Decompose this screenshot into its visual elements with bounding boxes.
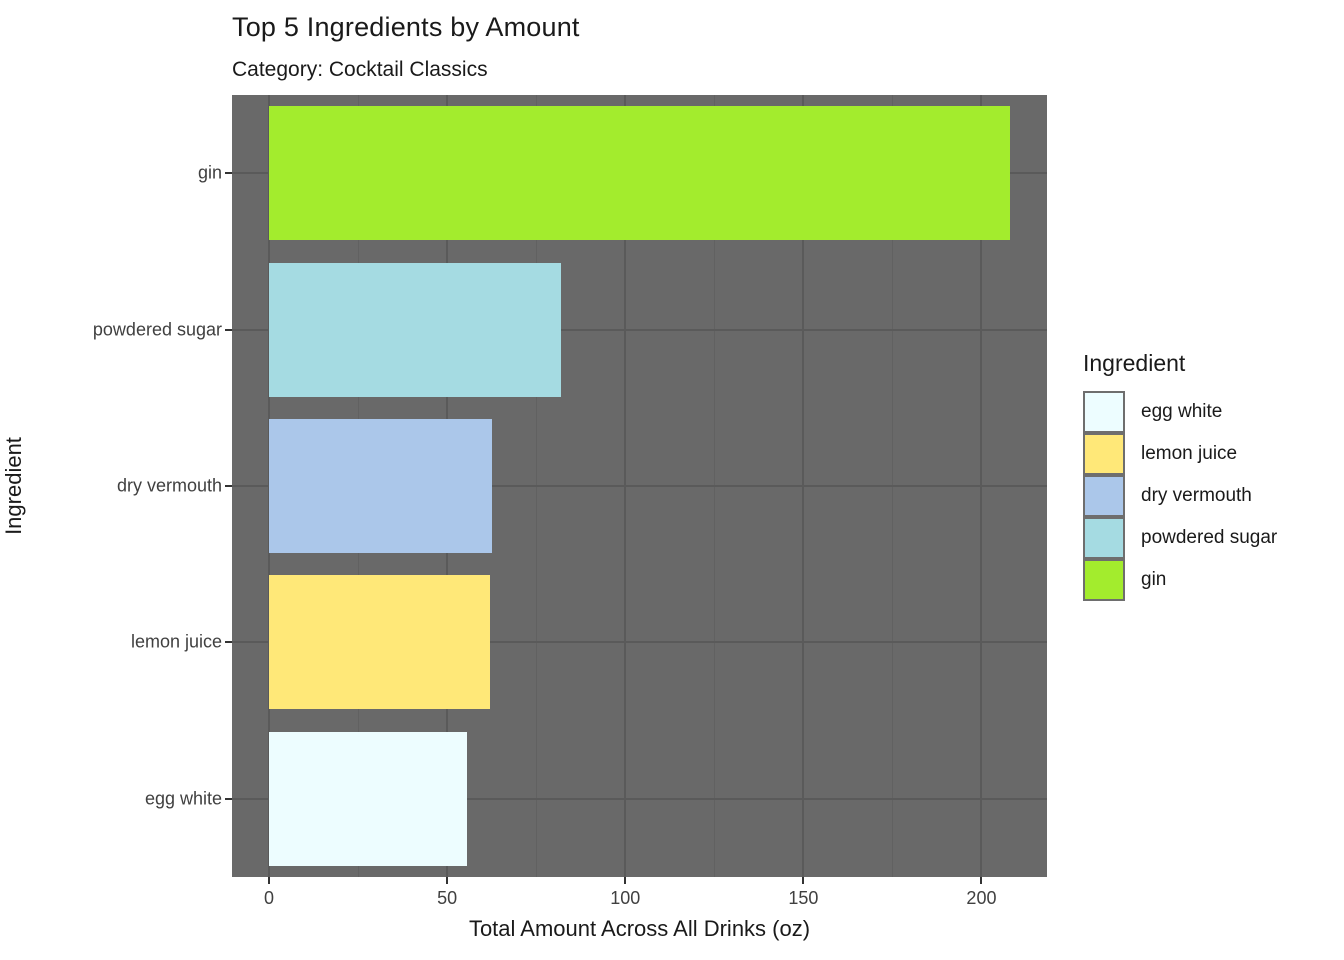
y-axis-tick-labels: gin powdered sugar dry vermouth lemon juice… bbox=[0, 95, 222, 877]
bar-powdered-sugar bbox=[269, 263, 562, 397]
gridline-major bbox=[232, 641, 1047, 643]
y-tick-mark bbox=[225, 798, 232, 800]
bar-egg-white bbox=[269, 732, 467, 866]
legend-title: Ingredient bbox=[1083, 350, 1186, 376]
legend-key-swatch bbox=[1083, 475, 1125, 517]
x-tick-label: 150 bbox=[788, 888, 819, 908]
y-tick-label: egg white bbox=[144, 788, 222, 809]
y-tick-label: dry vermouth bbox=[116, 475, 222, 496]
plot-panel bbox=[232, 95, 1047, 877]
legend-key-swatch bbox=[1083, 433, 1125, 475]
bar-gin bbox=[269, 106, 1010, 240]
y-axis-title: Ingredient bbox=[1, 437, 26, 535]
x-tick-label: 100 bbox=[610, 888, 641, 908]
x-tick-mark bbox=[802, 877, 804, 884]
x-tick-mark bbox=[446, 877, 448, 884]
x-axis-tick-labels: 0 50 100 150 200 bbox=[232, 888, 1047, 910]
bar-dry-vermouth bbox=[269, 419, 492, 553]
legend: Ingredient egg white lemon juice dry vermo… bbox=[1083, 350, 1277, 601]
y-tick-label: lemon juice bbox=[130, 631, 222, 652]
legend-label: lemon juice bbox=[1141, 443, 1238, 464]
x-axis-title: Total Amount Across All Drinks (oz) bbox=[468, 916, 811, 941]
y-tick-mark bbox=[225, 485, 232, 487]
legend-entry: powdered sugar bbox=[1083, 517, 1277, 559]
legend-entry: lemon juice bbox=[1083, 433, 1237, 475]
gridline-major bbox=[232, 329, 1047, 331]
legend-entry: gin bbox=[1083, 559, 1185, 601]
y-tick-label: gin bbox=[197, 162, 222, 183]
legend-entry: egg white bbox=[1083, 391, 1222, 433]
x-tick-label: 200 bbox=[966, 888, 997, 908]
legend-label: egg white bbox=[1141, 401, 1223, 422]
legend-label: gin bbox=[1141, 569, 1167, 590]
gridline-major bbox=[232, 485, 1047, 487]
legend-entries: egg white lemon juice dry vermouth powdered… bbox=[1083, 391, 1277, 601]
legend-key-swatch bbox=[1083, 391, 1125, 433]
chart-title: Top 5 Ingredients by Amount bbox=[232, 12, 580, 42]
x-tick-mark bbox=[624, 877, 626, 884]
y-tick-mark bbox=[225, 329, 232, 331]
legend-key-swatch bbox=[1083, 559, 1125, 601]
bar-lemon-juice bbox=[269, 575, 490, 709]
y-tick-label: powdered sugar bbox=[92, 319, 222, 340]
y-tick-mark bbox=[225, 172, 232, 174]
x-tick-label: 0 bbox=[264, 888, 275, 908]
x-tick-label: 50 bbox=[437, 888, 458, 908]
legend-label: powdered sugar bbox=[1141, 527, 1278, 548]
x-tick-mark bbox=[980, 877, 982, 884]
chart-subtitle: Category: Cocktail Classics bbox=[232, 58, 488, 81]
legend-label: dry vermouth bbox=[1141, 485, 1252, 506]
y-tick-mark bbox=[225, 641, 232, 643]
gridline-major bbox=[232, 798, 1047, 800]
legend-key-swatch bbox=[1083, 517, 1125, 559]
x-tick-mark bbox=[268, 877, 270, 884]
legend-entry: dry vermouth bbox=[1083, 475, 1252, 517]
